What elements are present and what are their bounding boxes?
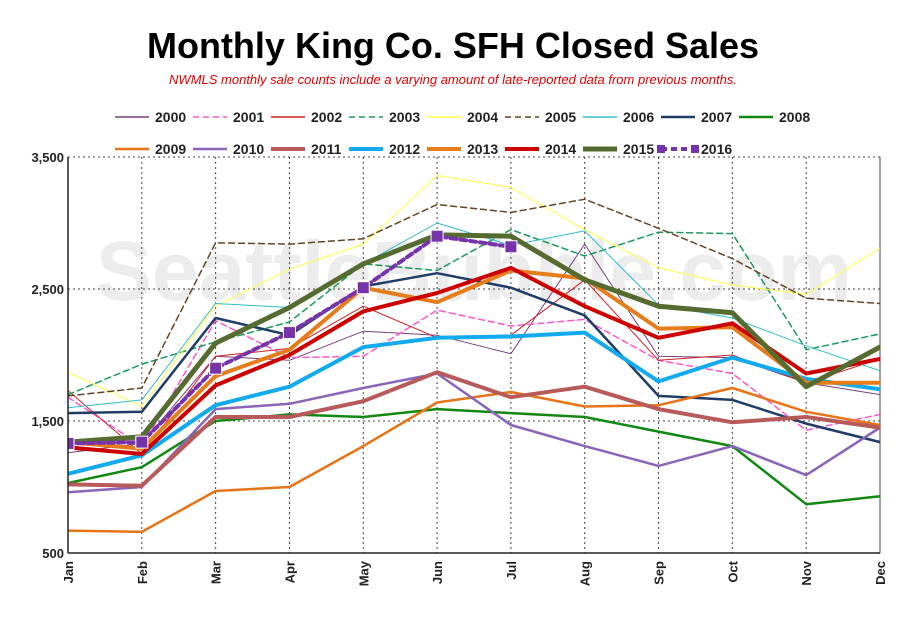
legend-item-2016: 2016	[657, 141, 732, 157]
series-group	[68, 175, 880, 534]
legend-label: 2013	[467, 141, 498, 157]
legend-item-2001: 2001	[193, 109, 264, 125]
series-line-2012	[68, 330, 880, 476]
series-line-2011	[68, 370, 880, 488]
legend: 2000 2001 2002 2003 2004 2005 2006 2007 2008 2009…	[115, 109, 810, 157]
legend-marker	[691, 145, 699, 153]
legend-item-2002: 2002	[271, 109, 342, 125]
legend-item-2008: 2008	[739, 109, 810, 125]
legend-label: 2005	[545, 109, 576, 125]
x-tick-label: Jul	[504, 561, 519, 580]
point-2016	[282, 326, 296, 340]
legend-label: 2007	[701, 109, 732, 125]
series-line-2004	[68, 175, 880, 407]
legend-label: 2014	[545, 141, 576, 157]
legend-label: 2016	[701, 141, 732, 157]
legend-item-2011: 2011	[271, 141, 342, 157]
x-tick-label: Jun	[430, 561, 445, 584]
legend-label: 2009	[155, 141, 186, 157]
point-2016	[135, 435, 149, 449]
series-line-2001	[68, 309, 880, 447]
plot-area: SeattleBubble.com 500 1,500 2,500 3,500 Jan Fe…	[31, 150, 888, 586]
legend-label: 2012	[389, 141, 420, 157]
y-tick-label: 1,500	[31, 414, 64, 429]
legend-label: 2004	[467, 109, 498, 125]
legend-label: 2008	[779, 109, 810, 125]
legend-item-2014: 2014	[505, 141, 576, 157]
series-line-2015	[68, 232, 880, 445]
legend-label: 2002	[311, 109, 342, 125]
legend-item-2007: 2007	[661, 109, 732, 125]
x-tick-label: Apr	[282, 561, 297, 583]
legend-label: 2003	[389, 109, 420, 125]
legend-label: 2011	[311, 141, 342, 157]
series-line-2013	[68, 268, 880, 451]
x-tick-label: Aug	[578, 561, 593, 586]
series-line-2014	[68, 265, 880, 456]
x-tick-label: Oct	[725, 560, 740, 582]
series-line-2009	[68, 386, 880, 534]
x-tick-label: Sep	[652, 561, 667, 585]
y-tick-label: 3,500	[31, 150, 64, 165]
series-line-2005	[68, 198, 880, 397]
legend-label: 2001	[233, 109, 264, 125]
x-tick-label: Nov	[799, 560, 814, 585]
legend-item-2012: 2012	[349, 141, 420, 157]
series-line-2010	[68, 372, 880, 494]
legend-label: 2006	[623, 109, 654, 125]
legend-item-2013: 2013	[427, 141, 498, 157]
y-tick-label: 2,500	[31, 282, 64, 297]
legend-item-2000: 2000	[115, 109, 186, 125]
chart-title: Monthly King Co. SFH Closed Sales	[147, 25, 759, 66]
chart-subtitle: NWMLS monthly sale counts include a vary…	[169, 72, 737, 87]
x-tick-label: Feb	[135, 561, 150, 584]
x-tick-label: Mar	[209, 561, 224, 584]
legend-item-2015: 2015	[583, 141, 654, 157]
point-2016	[209, 361, 223, 375]
legend-marker	[657, 145, 665, 153]
legend-label: 2010	[233, 141, 264, 157]
legend-item-2003: 2003	[349, 109, 420, 125]
x-tick-label: May	[356, 560, 371, 586]
point-2016	[430, 229, 444, 243]
legend-label: 2015	[623, 141, 654, 157]
x-tick-label: Dec	[873, 561, 888, 585]
legend-item-2005: 2005	[505, 109, 576, 125]
legend-item-2010: 2010	[193, 141, 264, 157]
series-line-2003	[68, 228, 880, 396]
legend-item-2004: 2004	[427, 109, 498, 125]
legend-label: 2000	[155, 109, 186, 125]
y-tick-label: 500	[42, 546, 64, 561]
legend-item-2009: 2009	[115, 141, 186, 157]
legend-item-2006: 2006	[583, 109, 654, 125]
x-tick-label: Jan	[61, 561, 76, 583]
point-2016	[68, 436, 75, 450]
watermark-text: SeattleBubble.com	[96, 224, 852, 318]
point-2016	[504, 240, 518, 254]
point-2016	[356, 281, 370, 295]
